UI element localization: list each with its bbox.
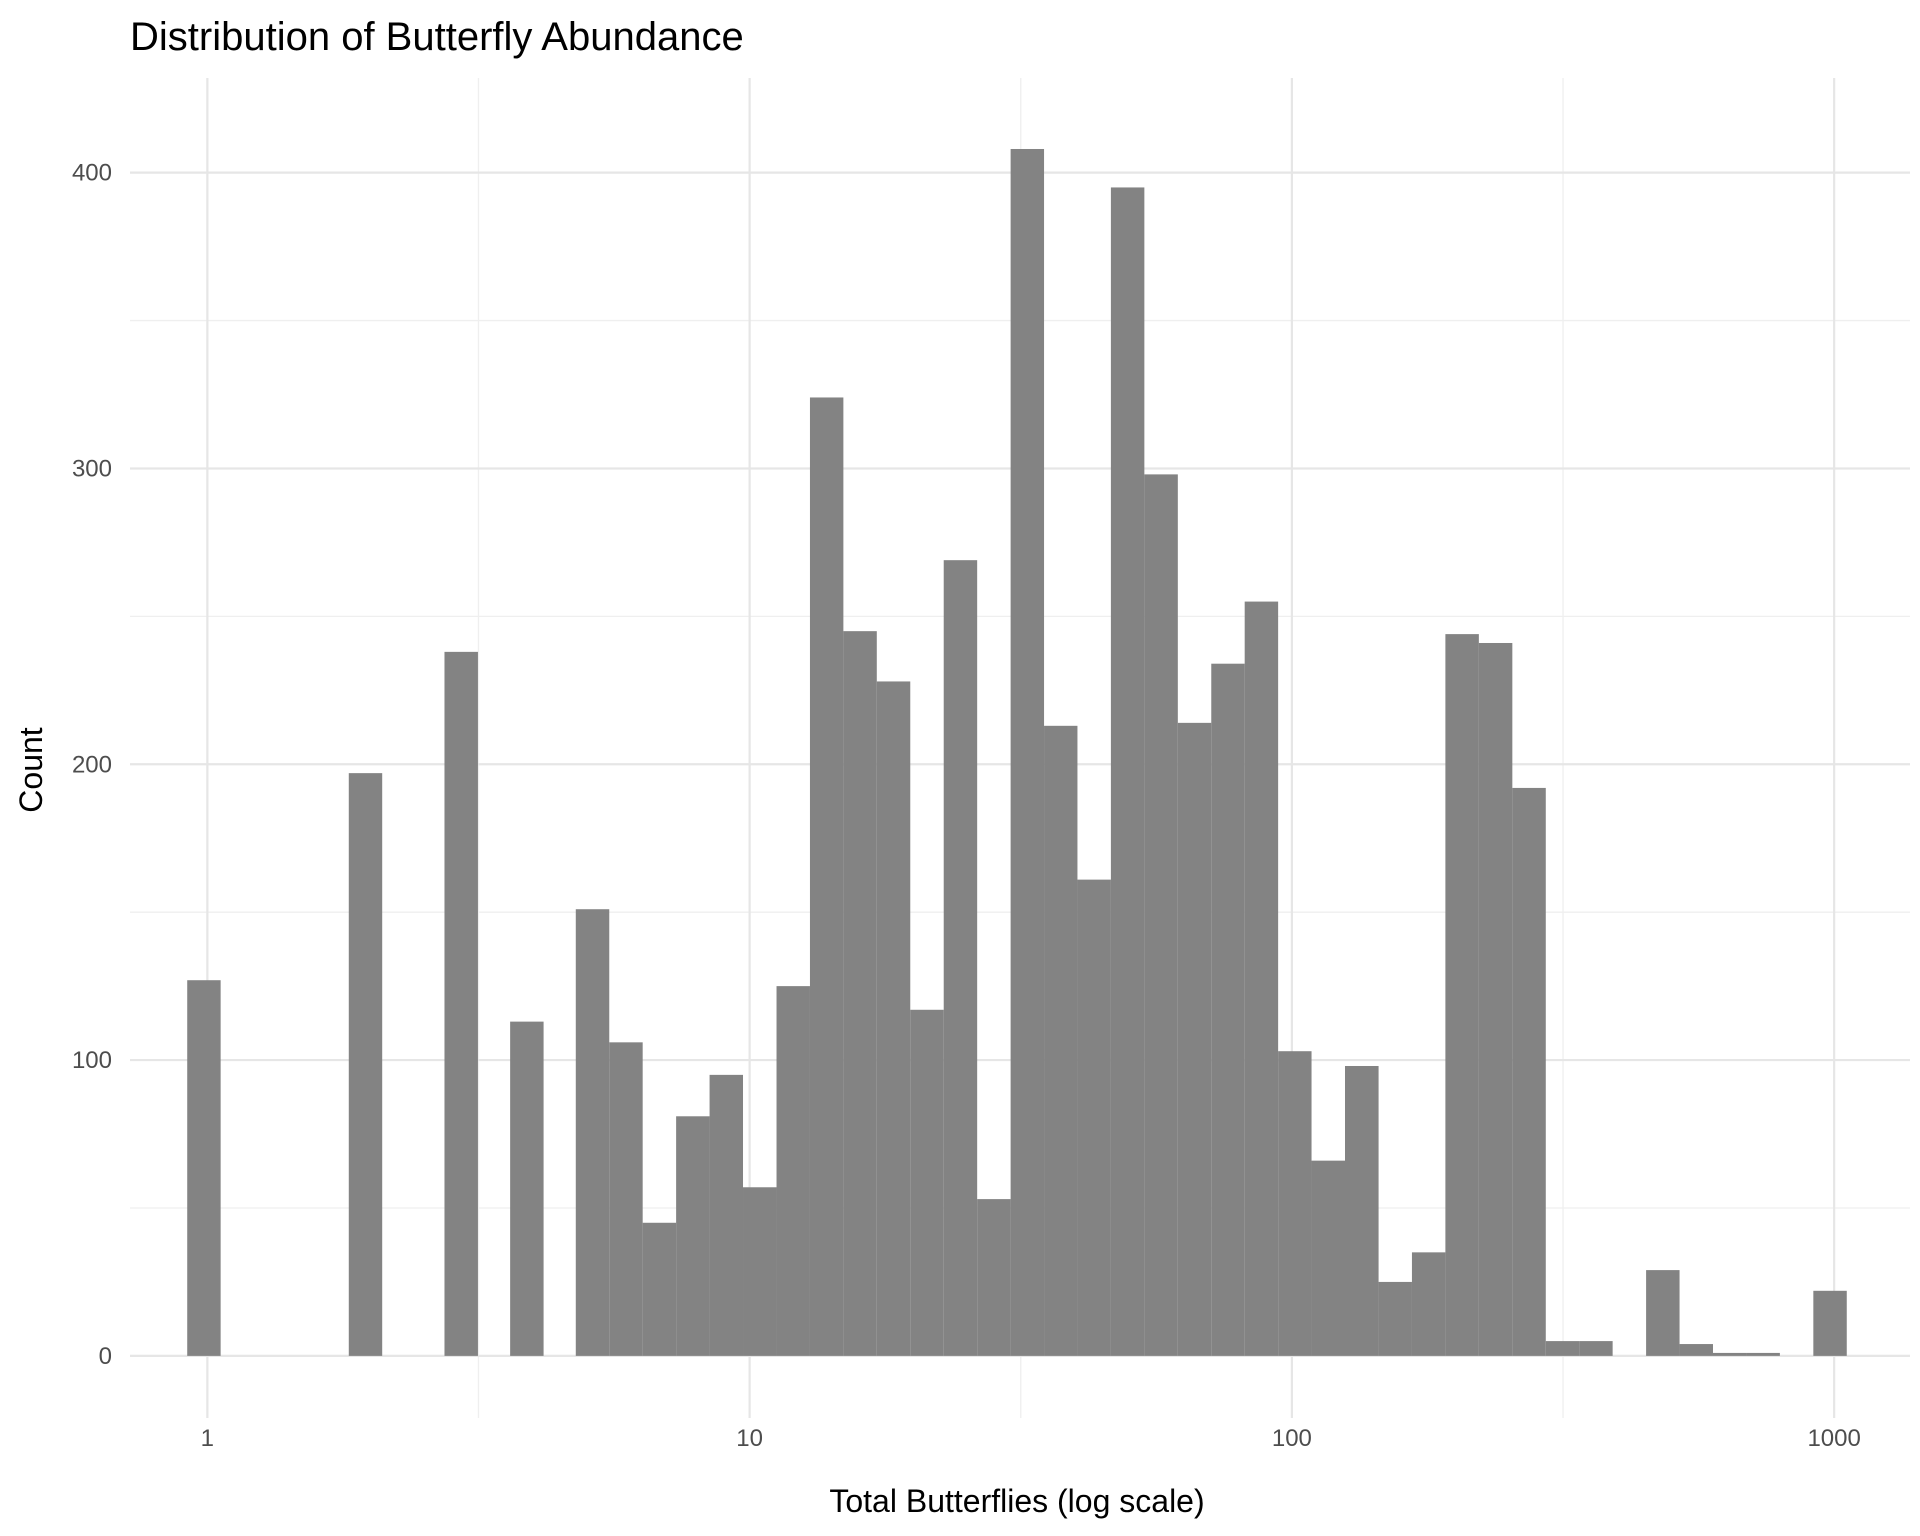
histogram-bar	[1478, 642, 1513, 1356]
histogram-bar	[743, 1187, 777, 1356]
y-axis-title: Count	[13, 727, 49, 813]
histogram-bar	[1077, 879, 1111, 1356]
histogram-bar	[910, 1009, 944, 1356]
histogram-bar	[575, 909, 610, 1356]
y-tick-label: 200	[72, 751, 112, 778]
histogram-bar	[843, 631, 877, 1356]
x-tick-label: 1	[201, 1425, 214, 1452]
x-axis-title: Total Butterflies (log scale)	[829, 1483, 1204, 1519]
histogram-bar	[1311, 1160, 1346, 1356]
histogram-bar	[709, 1074, 744, 1356]
x-axis-ticks: 1 10 100 1000	[201, 1425, 1861, 1452]
histogram-bar	[510, 1021, 544, 1356]
histogram-bar	[809, 397, 844, 1356]
histogram-bar	[1746, 1352, 1780, 1356]
histogram-bar	[1579, 1341, 1613, 1356]
histogram-bar	[1445, 634, 1479, 1356]
chart-title: Distribution of Butterfly Abundance	[130, 15, 744, 59]
y-axis-ticks: 0 100 200 300 400	[72, 160, 112, 1370]
histogram-bar	[1244, 601, 1279, 1356]
x-tick-label: 10	[736, 1425, 763, 1452]
histogram-bar	[977, 1199, 1011, 1356]
histogram-bar	[1512, 787, 1546, 1356]
histogram-bar	[676, 1116, 710, 1356]
histogram-bar	[1679, 1344, 1713, 1356]
histogram-bar	[1144, 474, 1178, 1356]
histogram-bar	[1177, 722, 1212, 1356]
histogram-bar	[1044, 725, 1078, 1356]
histogram-bar	[1813, 1290, 1847, 1356]
x-tick-label: 1000	[1807, 1425, 1860, 1452]
histogram-bar	[1211, 663, 1245, 1356]
histogram-bar	[776, 986, 810, 1356]
histogram-bar	[1712, 1352, 1747, 1356]
histogram-bar	[609, 1042, 643, 1356]
histogram-bar	[876, 681, 911, 1356]
y-tick-label: 400	[72, 160, 112, 187]
histogram-bar	[642, 1222, 677, 1356]
histogram-bar	[444, 651, 478, 1356]
y-tick-label: 0	[99, 1343, 112, 1370]
histogram-bar	[1010, 148, 1045, 1356]
bars	[187, 148, 1847, 1356]
histogram-bar	[943, 560, 978, 1356]
histogram-bar	[1110, 187, 1145, 1356]
histogram-bar	[348, 773, 383, 1356]
histogram-bar	[1646, 1270, 1680, 1356]
histogram-bar	[1278, 1051, 1312, 1356]
histogram-bar	[1345, 1065, 1379, 1356]
histogram-bar	[1378, 1281, 1412, 1356]
histogram-bar	[187, 980, 221, 1356]
histogram-bar	[1411, 1252, 1446, 1356]
y-tick-label: 300	[72, 455, 112, 482]
y-tick-label: 100	[72, 1047, 112, 1074]
histogram-bar	[1545, 1341, 1580, 1356]
x-tick-label: 100	[1272, 1425, 1312, 1452]
